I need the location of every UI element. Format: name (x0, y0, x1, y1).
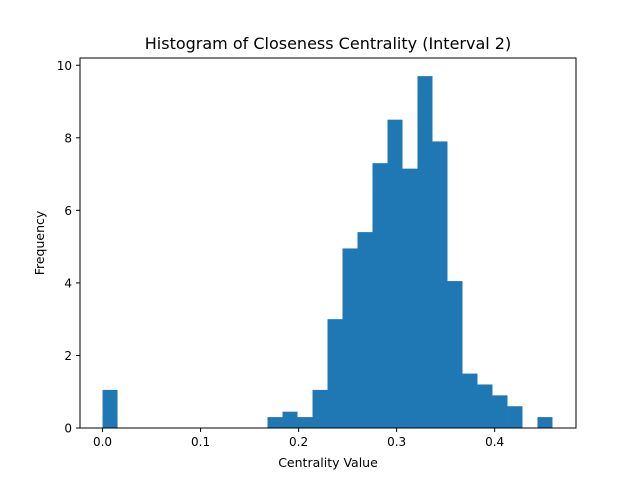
histogram-bar (357, 232, 373, 428)
x-tick-label: 0.2 (289, 435, 308, 449)
y-tick-label: 0 (64, 422, 72, 436)
histogram-bar (492, 395, 508, 428)
histogram-bar (387, 119, 403, 429)
histogram-bar (282, 411, 298, 428)
histogram-bar (342, 248, 358, 428)
histogram-bars (102, 76, 553, 429)
x-tick-label: 0.3 (387, 435, 406, 449)
y-tick-label: 4 (64, 276, 72, 290)
histogram-bar (432, 141, 448, 428)
histogram-bar (372, 163, 388, 428)
histogram-bar (477, 384, 493, 428)
histogram-bar (267, 417, 283, 428)
y-axis-ticks: 0 2 4 6 8 10 (57, 59, 80, 436)
histogram-bar (297, 417, 313, 428)
y-tick-label: 2 (64, 349, 72, 363)
x-axis-ticks: 0.0 0.1 0.2 0.3 0.4 (93, 428, 504, 449)
histogram-bar (327, 319, 343, 428)
x-tick-label: 0.0 (93, 435, 112, 449)
y-tick-label: 6 (64, 204, 72, 218)
x-axis-label: Centrality Value (278, 455, 378, 470)
y-tick-label: 8 (64, 131, 72, 145)
histogram-bar (402, 168, 418, 428)
chart-title: Histogram of Closeness Centrality (Inter… (145, 34, 511, 53)
plot-area-frame (79, 57, 577, 429)
histogram-bar (312, 389, 328, 428)
x-tick-label: 0.4 (485, 435, 504, 449)
y-axis-label: Frequency (32, 210, 47, 275)
histogram-bar (102, 389, 118, 428)
histogram-bar (417, 76, 433, 428)
y-tick-label: 10 (57, 59, 72, 73)
x-tick-label: 0.1 (191, 435, 210, 449)
histogram-bar (507, 406, 523, 428)
histogram-bar (537, 417, 553, 428)
histogram-bar (462, 373, 478, 428)
histogram-bar (447, 281, 463, 428)
